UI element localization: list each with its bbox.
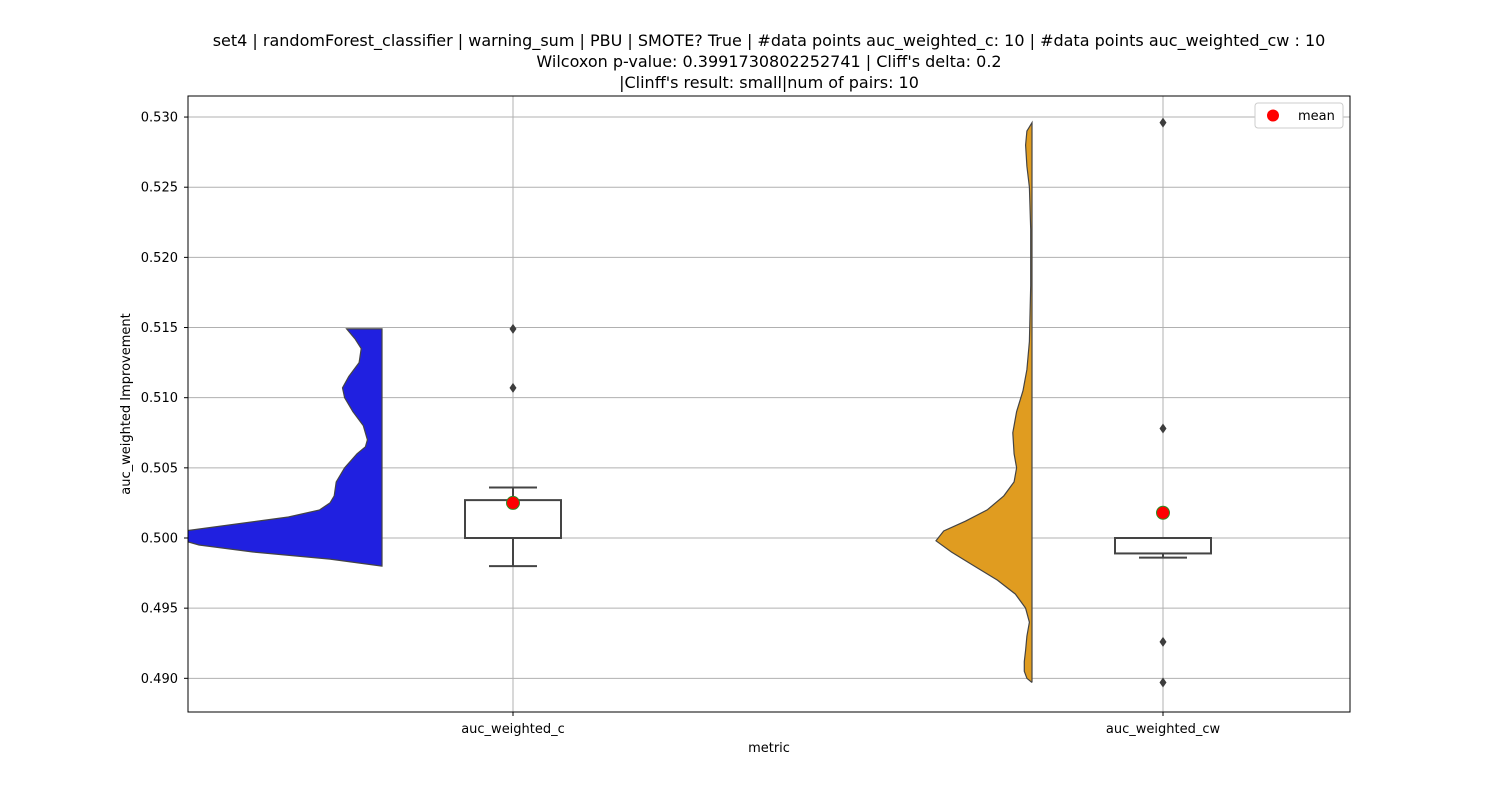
mean-markers [506,495,1170,520]
outlier-point [509,323,517,334]
legend: mean [1254,102,1344,129]
violin-auc_weighted_c [188,328,383,567]
y-tick-label: 0.510 [141,391,178,406]
chart-title-line-3: |Clinff's result: small|num of pairs: 10 [619,73,919,92]
outlier-point [509,382,517,393]
y-tick-label: 0.505 [141,461,178,476]
y-tick-label: 0.490 [141,672,178,687]
outlier-point [1159,423,1167,434]
mean-marker-auc_weighted_cw [1156,505,1170,520]
iqr-box-auc_weighted_cw [1114,537,1212,555]
violin-auc_weighted_cw [935,120,1033,683]
y-tick-label: 0.530 [141,111,178,126]
axis-ticks: 0.490 0.495 0.500 0.505 0.510 0.515 0.520 0.525… [141,111,1221,737]
outlier-point [1159,636,1167,647]
legend-mean-label: mean [1298,109,1335,124]
outlier-point [1159,677,1167,688]
y-axis-label: auc_weighted Improvement [119,313,134,495]
y-tick-label: 0.500 [141,532,178,547]
violins [188,120,1033,683]
y-tick-label: 0.515 [141,321,178,336]
plot-area-frame [187,95,1351,713]
y-tick-label: 0.520 [141,251,178,266]
legend-box [1254,102,1344,129]
chart-title-line-2: Wilcoxon p-value: 0.3991730802252741 | C… [536,52,1001,71]
legend-mean-marker [1267,109,1279,122]
y-tick-label: 0.495 [141,602,178,617]
mean-marker-auc_weighted_c [506,495,520,510]
y-tick-label: 0.525 [141,181,178,196]
x-tick-label: auc_weighted_cw [1106,722,1221,737]
x-axis-label: metric [748,741,790,756]
chart-title-line-1: set4 | randomForest_classifier | warning… [213,31,1326,51]
outlier-point [1159,117,1167,128]
x-tick-label: auc_weighted_c [461,722,565,737]
